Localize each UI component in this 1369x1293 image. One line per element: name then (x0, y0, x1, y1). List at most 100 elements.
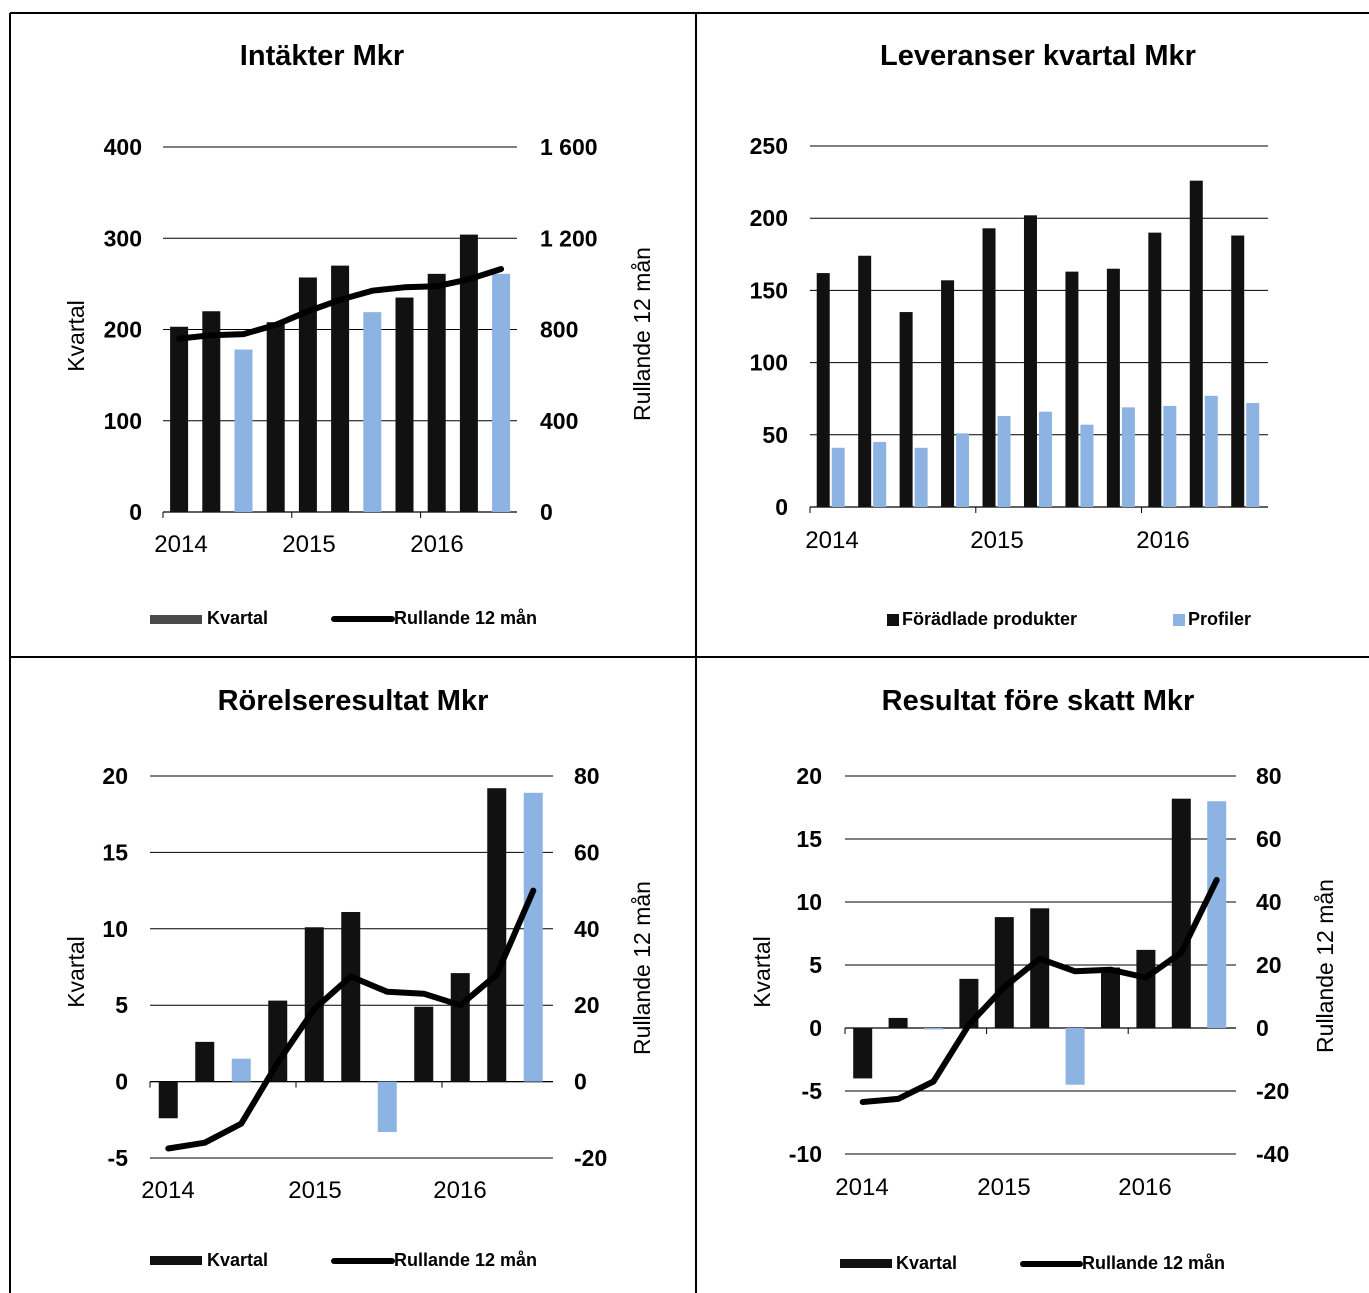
legend-label-rullande: Rullande 12 mån (394, 608, 537, 628)
legend-label-kvartal: Kvartal (207, 608, 268, 628)
legend-swatch-kvartal (150, 615, 202, 624)
bar-kvartal (363, 312, 382, 512)
bar-kvartal (888, 1017, 908, 1028)
y-tick-label: -5 (802, 1078, 823, 1104)
y2-tick-label: 0 (540, 499, 553, 525)
panel-borders (9, 12, 1369, 1293)
y2-tick-label: 40 (574, 916, 600, 942)
bar-kvartal (492, 273, 511, 512)
y2-tick-label: 0 (574, 1069, 587, 1095)
chart-leveranser: Leveranser kvartal Mkr 0 50 100 150 200 250 20… (750, 40, 1268, 629)
bar-kvartal (195, 1041, 215, 1082)
legend: Kvartal Rullande 12 mån (150, 1250, 537, 1270)
legend-label-kvartal: Kvartal (896, 1253, 957, 1273)
y-tick-label: 0 (115, 1069, 128, 1095)
chart-resultat-fore-skatt: Resultat före skatt Mkr Kvartal Rullande… (749, 685, 1338, 1273)
bar-kvartal (487, 788, 507, 1082)
bar-kvartal (1101, 967, 1120, 1028)
legend-label-foradlade: Förädlade produkter (902, 609, 1077, 629)
y-tick-label: 50 (762, 422, 788, 448)
y-tick-label: 15 (796, 826, 822, 852)
y-tick-label: 200 (104, 317, 142, 343)
y-tick-label: 10 (102, 916, 128, 942)
y2-tick-label: 40 (1256, 889, 1282, 915)
y-axis-label: Kvartal (63, 936, 89, 1008)
legend-swatch-foradlade (887, 614, 899, 626)
bar-profiler (1204, 395, 1218, 507)
x-tick-label: 2014 (154, 531, 207, 558)
y2-tick-label: 60 (1256, 826, 1282, 852)
chart-intakter: Intäkter Mkr Kvartal Rullande 12 mån 0 0 1… (63, 40, 655, 628)
y2-axis-label: Rullande 12 mån (629, 247, 655, 421)
legend-label-profiler: Profiler (1188, 609, 1251, 629)
y2-tick-label: 1 200 (540, 225, 598, 251)
y-axis-label: Kvartal (63, 300, 89, 372)
y-tick-label: 100 (104, 408, 142, 434)
y2-tick-label: -20 (1256, 1078, 1289, 1104)
plot-area: 0 0 100 400 200 800 300 1 200 400 1 600 2014 2015 20… (104, 134, 598, 558)
bar-kvartal (377, 1081, 397, 1133)
bar-kvartal (268, 1000, 288, 1082)
chart-title: Intäkter Mkr (240, 40, 404, 72)
bar-profiler (831, 447, 845, 507)
legend-label-kvartal: Kvartal (207, 1250, 268, 1270)
bar-kvartal (331, 265, 350, 512)
bar-foradlade-produkter (1189, 180, 1203, 507)
bar-kvartal (298, 277, 317, 512)
bar-kvartal (459, 234, 478, 512)
y-tick-label: 0 (775, 494, 788, 520)
bar-kvartal (395, 297, 414, 512)
bar-kvartal (231, 1058, 251, 1082)
plot-area: -10 -40 -5 -20 0 0 5 20 10 40 15 60 20 80 2014 2015 2016 (789, 763, 1290, 1201)
bar-kvartal (234, 349, 253, 512)
x-tick-label: 2016 (433, 1177, 486, 1204)
bar-kvartal (341, 911, 361, 1082)
plot-area: -5 -20 0 0 5 20 10 40 15 60 20 80 2014 2015 2016 (102, 763, 607, 1204)
bar-profiler (1038, 411, 1052, 507)
bar-kvartal (1065, 1028, 1085, 1085)
bar-profiler (1246, 403, 1260, 507)
legend-swatch-kvartal (840, 1259, 892, 1268)
y2-axis-label: Rullande 12 mån (629, 881, 655, 1055)
bar-profiler (1080, 424, 1094, 507)
y2-tick-label: 400 (540, 408, 578, 434)
x-tick-label: 2016 (1136, 527, 1189, 554)
y-tick-label: 150 (750, 277, 788, 303)
x-tick-label: 2015 (977, 1174, 1030, 1201)
bar-kvartal (450, 973, 470, 1082)
bar-kvartal (853, 1028, 873, 1079)
y2-tick-label: 80 (1256, 763, 1282, 789)
bar-foradlade-produkter (1106, 268, 1120, 507)
y2-tick-label: 1 600 (540, 134, 598, 160)
y2-tick-label: -20 (574, 1145, 607, 1171)
bar-profiler (914, 447, 928, 507)
bar-profiler (997, 416, 1011, 507)
bar-foradlade-produkter (899, 312, 913, 507)
y-tick-label: 300 (104, 225, 142, 251)
bar-foradlade-produkter (1023, 215, 1037, 507)
bar-kvartal (427, 273, 446, 512)
x-tick-label: 2014 (805, 527, 858, 554)
bar-foradlade-produkter (816, 273, 830, 507)
y-tick-label: -5 (108, 1145, 129, 1171)
x-tick-label: 2014 (141, 1177, 194, 1204)
x-tick-label: 2016 (410, 531, 463, 558)
bar-kvartal (170, 326, 189, 512)
bar-kvartal (523, 792, 543, 1082)
bar-kvartal (202, 311, 221, 512)
y-tick-label: 15 (102, 839, 128, 865)
y2-tick-label: -40 (1256, 1141, 1289, 1167)
legend: Förädlade produkter Profiler (887, 609, 1251, 629)
y2-tick-label: 0 (1256, 1015, 1269, 1041)
legend-swatch-profiler (1173, 614, 1185, 626)
chart-title: Resultat före skatt Mkr (882, 685, 1195, 717)
bar-kvartal (1207, 801, 1227, 1028)
x-tick-label: 2015 (282, 531, 335, 558)
y-tick-label: 100 (750, 350, 788, 376)
bar-profiler (956, 433, 970, 507)
y-tick-label: 20 (102, 763, 128, 789)
legend-swatch-kvartal (150, 1256, 202, 1265)
legend-label-rullande: Rullande 12 mån (394, 1250, 537, 1270)
plot-area: 0 50 100 150 200 250 2014 2015 2016 (750, 133, 1268, 554)
y2-tick-label: 20 (574, 992, 600, 1018)
